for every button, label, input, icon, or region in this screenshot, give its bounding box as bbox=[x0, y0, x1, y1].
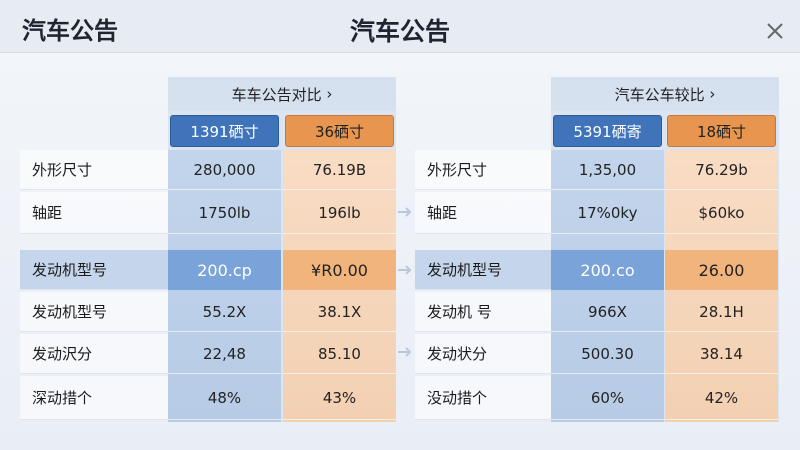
row-label: 发动沢分 bbox=[20, 334, 168, 374]
value-cell: 200.co bbox=[551, 250, 664, 290]
value-cell: 76.19B bbox=[283, 150, 396, 190]
row-label: 发动机型号 bbox=[415, 250, 551, 290]
app-title: 汽车公告 bbox=[22, 16, 118, 45]
panel-title: 车车公告对比 bbox=[231, 85, 322, 104]
column-header: 5391硒寄 bbox=[553, 115, 662, 147]
value-cell: 38.1X bbox=[283, 292, 396, 332]
row-label: 外形尺寸 bbox=[415, 150, 551, 190]
value-cell: 28.1H bbox=[665, 292, 778, 332]
value-cell: 200.cp bbox=[168, 250, 281, 290]
value-cell: 22,48 bbox=[168, 334, 281, 374]
value-cell: 43% bbox=[283, 376, 396, 420]
row-label: 外形尺寸 bbox=[20, 150, 168, 190]
title-bar bbox=[0, 0, 800, 53]
row-label: 轴距 bbox=[20, 192, 168, 234]
chevron[interactable]: › bbox=[321, 85, 333, 103]
value-cell: 966X bbox=[551, 292, 664, 332]
value-cell: ¥R0.00 bbox=[283, 250, 396, 290]
panel-header: 车车公告对比 › bbox=[168, 77, 396, 111]
value-cell: 60% bbox=[551, 376, 664, 420]
value-cell: 38.14 bbox=[665, 334, 778, 374]
value-cell: 17%0ky bbox=[551, 192, 664, 234]
chevron[interactable]: › bbox=[704, 85, 716, 103]
row-label: 没动措个 bbox=[415, 376, 551, 420]
value-cell: 55.2X bbox=[168, 292, 281, 332]
column-header: 1391硒寸 bbox=[170, 115, 279, 147]
value-cell: 26.00 bbox=[665, 250, 778, 290]
value-cell: 280,000 bbox=[168, 150, 281, 190]
column-header: 36硒寸 bbox=[285, 115, 394, 147]
value-cell: 76.29b bbox=[665, 150, 778, 190]
row-label: 发动机型号 bbox=[20, 250, 168, 290]
row-label: 深动措个 bbox=[20, 376, 168, 420]
value-cell: 42% bbox=[665, 376, 778, 420]
value-cell: 500.30 bbox=[551, 334, 664, 374]
row-label: 轴距 bbox=[415, 192, 551, 234]
row-label: 发动状分 bbox=[415, 334, 551, 374]
column-header: 18硒寸 bbox=[667, 115, 776, 147]
row-label: 发动机型号 bbox=[20, 292, 168, 332]
window-title: 汽车公告 bbox=[349, 17, 450, 46]
panel-title: 汽车公车较比 bbox=[614, 85, 705, 104]
value-cell: 85.10 bbox=[283, 334, 396, 374]
value-cell: $60ko bbox=[665, 192, 778, 234]
value-cell: 1750lb bbox=[168, 192, 281, 234]
row-label: 发动机 号 bbox=[415, 292, 551, 332]
value-cell: 1,35,00 bbox=[551, 150, 664, 190]
value-cell: 196lb bbox=[283, 192, 396, 234]
close-button[interactable] bbox=[766, 22, 784, 40]
value-cell: 48% bbox=[168, 376, 281, 420]
panel-header: 汽车公车较比 › bbox=[551, 77, 779, 111]
